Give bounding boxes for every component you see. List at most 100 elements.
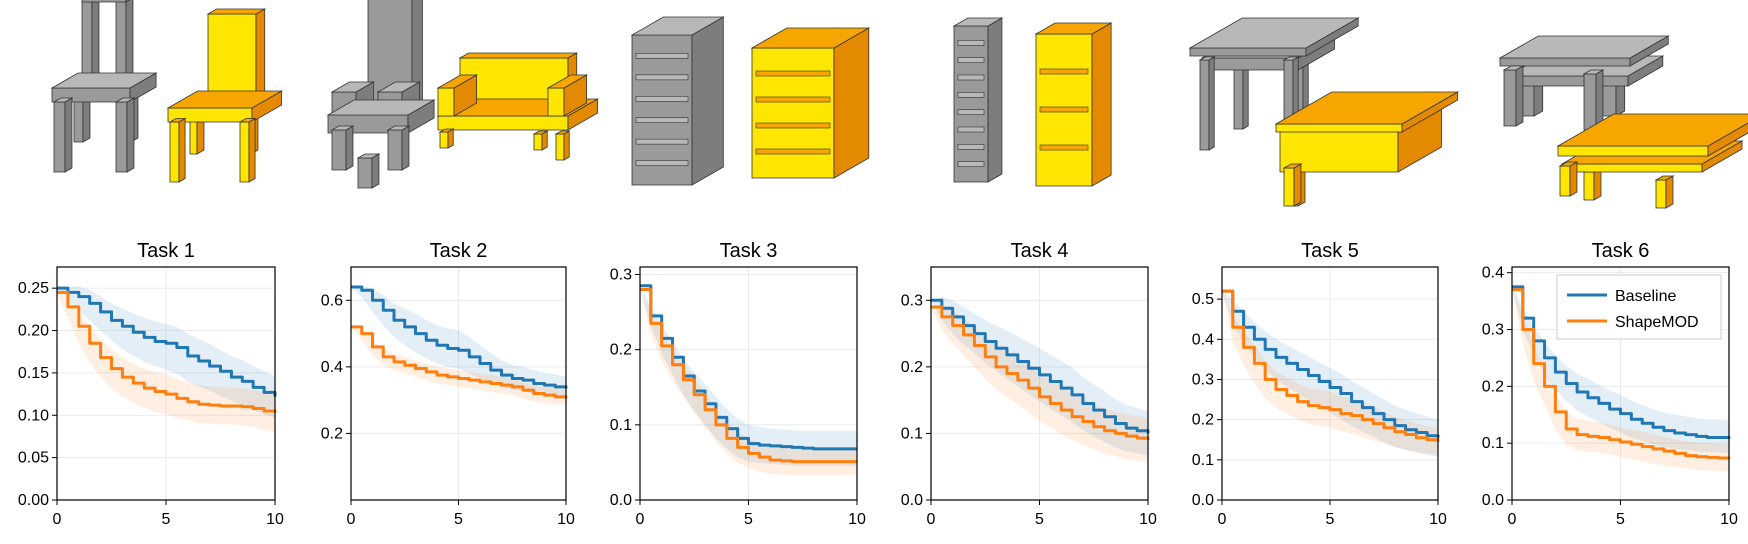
seat <box>50 72 158 103</box>
x-tick-label: 10 <box>1139 511 1157 528</box>
leg <box>532 130 549 151</box>
baseline-series-line <box>351 285 568 389</box>
block-top <box>52 97 74 103</box>
block-front <box>555 133 565 161</box>
shape-orange-bench <box>436 52 600 161</box>
leg <box>1282 163 1303 207</box>
leg <box>52 97 74 173</box>
block-top <box>114 97 136 103</box>
top <box>1498 35 1670 67</box>
back-top <box>81 0 131 3</box>
baseline-series-line <box>57 286 277 397</box>
block-top <box>1274 91 1460 125</box>
shelf-board <box>635 74 689 81</box>
shelf-board <box>635 138 689 145</box>
block-top <box>1034 22 1113 35</box>
y-tick-label: 0.6 <box>321 292 343 309</box>
chart-title: Task 3 <box>720 240 778 262</box>
block-top <box>330 125 355 131</box>
shelf-board <box>755 70 831 77</box>
legend: Baseline ShapeMOD <box>1556 274 1722 340</box>
block-top <box>1582 69 1605 75</box>
block-top <box>376 81 421 93</box>
y-tick-label: 0.2 <box>1482 378 1504 395</box>
block-front <box>239 121 250 183</box>
legend-box <box>1556 274 1722 340</box>
block-side <box>401 125 410 171</box>
back <box>367 0 423 109</box>
y-tick-label: 0.3 <box>1482 322 1504 339</box>
x-tick-label: 0 <box>636 511 645 528</box>
block-front <box>1559 165 1571 197</box>
y-tick-label: 0.2 <box>901 359 923 376</box>
shelf-board <box>957 92 985 98</box>
shape-orange-coffee-table <box>1556 113 1748 209</box>
shapemod-series-line <box>640 288 857 464</box>
y-tick-label: 0.1 <box>1482 435 1504 452</box>
block-front <box>533 133 543 151</box>
shelf-board <box>1039 68 1089 75</box>
y-tick-label: 0.2 <box>610 342 632 359</box>
block-front <box>1561 163 1703 173</box>
x-tick-label: 5 <box>1616 511 1625 528</box>
block-side <box>1208 56 1215 151</box>
block-top <box>1188 17 1360 49</box>
block-top <box>330 81 375 93</box>
baseline-confidence-band <box>351 285 566 399</box>
block-top <box>1558 161 1579 167</box>
y-tick-label: 0.5 <box>1192 291 1214 308</box>
chart-title: Task 1 <box>137 240 195 262</box>
top <box>1188 17 1360 57</box>
y-tick-label: 0.4 <box>1482 265 1504 282</box>
shelf-board <box>755 96 831 103</box>
block-top <box>532 130 549 135</box>
top <box>1274 91 1460 133</box>
shelf-board <box>755 148 831 155</box>
block-front <box>439 131 449 149</box>
shape-gray-table <box>1188 17 1360 151</box>
chart-title: Task 5 <box>1301 240 1359 262</box>
block-front <box>1275 123 1403 133</box>
block-side <box>1515 65 1524 127</box>
block-side <box>987 17 1003 183</box>
x-tick-label: 0 <box>1508 511 1517 528</box>
block-front <box>1557 145 1709 157</box>
leg <box>1582 167 1603 201</box>
block-top <box>50 72 158 89</box>
shapemod-confidence-band <box>57 292 275 432</box>
block-front <box>1499 57 1631 67</box>
shape-gray-tall-shelf <box>952 17 1004 183</box>
block-top <box>1654 175 1675 181</box>
block-front <box>437 87 455 117</box>
arm <box>436 74 479 117</box>
leg <box>386 125 411 171</box>
block-side <box>125 0 131 3</box>
legend-label-baseline: Baseline <box>1615 288 1676 305</box>
leg <box>330 125 355 171</box>
block-front <box>115 101 128 173</box>
back-post <box>115 0 134 88</box>
shapemod-series-line <box>931 305 1150 441</box>
chart-title: Task 6 <box>1592 240 1650 262</box>
shelf-board <box>635 95 689 102</box>
leg <box>1198 56 1216 151</box>
y-tick-label: 0.00 <box>18 492 49 509</box>
block-top <box>166 90 284 109</box>
block-top <box>1498 35 1670 59</box>
shape-orange-low-table <box>1274 91 1460 207</box>
y-tick-label: 0.1 <box>1192 452 1214 469</box>
x-tick-label: 5 <box>1326 511 1335 528</box>
shape-gray-side-table <box>1498 35 1670 131</box>
x-tick-label: 10 <box>266 511 284 528</box>
block-front <box>751 47 835 179</box>
block-top <box>630 16 725 36</box>
block-side <box>691 16 724 186</box>
y-tick-label: 0.25 <box>18 280 49 297</box>
y-tick-label: 0.3 <box>610 267 632 284</box>
shape-illustrations <box>50 0 1748 209</box>
shapemod-series-line <box>57 290 277 413</box>
y-tick-label: 0.15 <box>18 365 49 382</box>
y-tick-label: 0.4 <box>1192 331 1214 348</box>
block-side <box>1707 122 1748 157</box>
